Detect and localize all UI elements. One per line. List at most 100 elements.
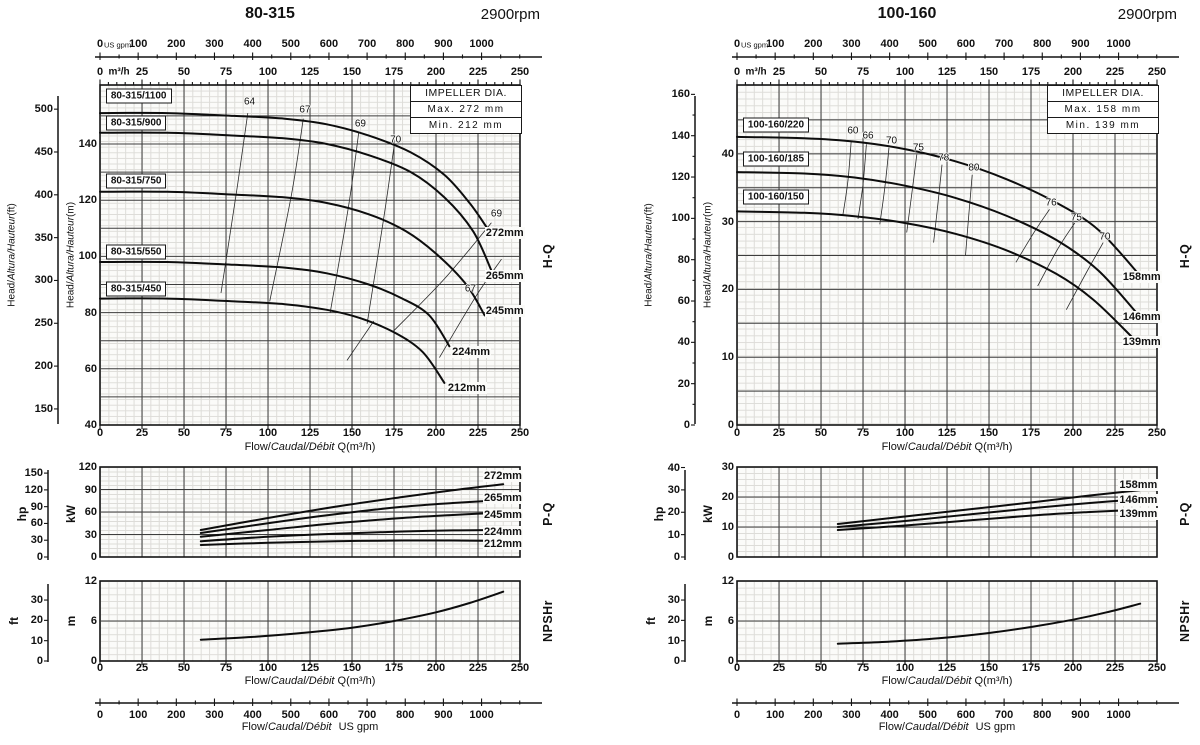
pump-model-label: 80-315/450: [105, 281, 167, 297]
impeller-diameter-label: 158mm: [1118, 479, 1159, 491]
flow-gpm-axis-title: Flow/Caudal/Débit US gpm: [878, 721, 1016, 733]
hp-tick-label: 120: [24, 483, 43, 496]
flow-m3h-tick-label: 250: [510, 662, 530, 674]
flow-m3h-tick-label: 75: [219, 66, 233, 78]
flow-gpm-tick-label: 100: [765, 709, 785, 721]
head-ft-tick-label: 20: [677, 377, 690, 390]
m3h-unit-label: m³/h: [745, 66, 767, 78]
head-m-tick-label: 10: [721, 351, 734, 364]
npsh-ft-tick-label: 20: [667, 614, 680, 627]
flow-m3h-tick-label: 150: [979, 66, 999, 78]
flow-gpm-tick-label: 700: [357, 709, 377, 721]
flow-m3h-tick-label: 250: [1147, 427, 1167, 439]
flow-m3h-axis-title: Flow/Caudal/Débit Q(m³/h): [881, 441, 1013, 453]
impeller-diameter-label: 265mm: [484, 270, 525, 283]
flow-m3h-tick-label: 150: [342, 427, 362, 439]
flow-gpm-tick-label: 400: [880, 38, 899, 50]
head-ft-tick-label: 80: [677, 253, 690, 266]
flow-m3h-tick-label: 75: [856, 66, 870, 78]
efficiency-label: 75: [912, 142, 924, 154]
flow-m3h-tick-label: 50: [814, 427, 828, 439]
flow-m3h-tick-label: 150: [979, 662, 999, 674]
flow-m3h-axis-title: Flow/Caudal/Débit Q(m³/h): [244, 675, 376, 687]
head-m-tick-label: 40: [721, 147, 734, 160]
flow-m3h-tick-label: 100: [258, 427, 278, 439]
flow-gpm-tick-label: 400: [243, 709, 262, 721]
ft-axis-title: ft: [7, 617, 21, 625]
flow-m3h-tick-label: 75: [856, 427, 870, 439]
pump-model-label: 80-315/1100: [105, 88, 172, 104]
pq-plot-area: [737, 467, 1157, 557]
efficiency-label: 70: [885, 135, 898, 147]
npsh-ft-tick-label: 30: [667, 594, 680, 607]
flow-m3h-tick-label: 200: [426, 427, 446, 439]
impeller-dia-title: IMPELLER DIA.: [411, 86, 521, 102]
pump-model-label: 80-315/750: [105, 173, 167, 189]
flow-gpm-tick-label: 1000: [1106, 709, 1131, 721]
hp-axis-title: hp: [15, 506, 29, 522]
flow-gpm-tick-label: 800: [396, 38, 415, 50]
flow-m3h-tick-label: 150: [342, 662, 362, 674]
npsh-m-tick-label: 12: [721, 575, 734, 587]
flow-m3h-tick-label: 50: [177, 427, 191, 439]
rpm-label: 2900rpm: [480, 6, 540, 23]
head-ft-tick-label: 140: [671, 129, 690, 142]
flow-m3h-tick-label: 150: [979, 427, 999, 439]
npshr-side-label: NPSHr: [541, 599, 555, 643]
flow-gpm-tick-label: 900: [434, 38, 453, 50]
flow-m3h-tick-label: 25: [772, 662, 786, 674]
efficiency-label: 76: [1045, 197, 1057, 209]
flow-gpm-tick-label: 200: [167, 38, 186, 50]
impeller-dia-title: IMPELLER DIA.: [1048, 86, 1158, 102]
flow-gpm-tick-label: 600: [319, 38, 339, 50]
flow-m3h-tick-label: 0: [96, 662, 104, 674]
flow-m3h-tick-label: 0: [733, 427, 741, 439]
flow-m3h-tick-label: 200: [426, 66, 446, 78]
flow-m3h-tick-label: 25: [135, 66, 149, 78]
flow-m3h-tick-label: 50: [814, 662, 828, 674]
impeller-dia-max: Max. 272 mm: [427, 104, 505, 115]
flow-gpm-tick-label: 400: [243, 38, 262, 50]
flow-gpm-tick-label: 800: [396, 709, 415, 721]
efficiency-label: 69: [354, 118, 366, 130]
flow-m3h-tick-label: 200: [1063, 427, 1083, 439]
impeller-diameter-label: 146mm: [1118, 494, 1159, 506]
pq-side-label: P-Q: [1178, 502, 1192, 526]
npsh-ft-tick-label: 0: [36, 655, 43, 667]
flow-gpm-tick-label: 300: [842, 38, 861, 50]
kw-tick-label: 30: [721, 461, 734, 473]
flow-m3h-tick-label: 225: [468, 427, 488, 439]
npsh-m-tick-label: 6: [90, 615, 97, 627]
page-title: 100-160: [877, 5, 937, 22]
flow-gpm-tick-label: 700: [994, 38, 1014, 50]
flow-gpm-tick-label: 800: [1033, 38, 1052, 50]
npsh-ft-tick-label: 10: [667, 634, 680, 647]
flow-gpm-tick-label: 100: [128, 709, 148, 721]
flow-m3h-tick-label: 250: [1147, 662, 1167, 674]
flow-gpm-tick-label: 200: [804, 709, 823, 721]
flow-m3h-tick-label: 175: [384, 66, 404, 78]
head-ft-tick-label: 60: [677, 295, 690, 307]
flow-gpm-tick-label: 300: [842, 709, 861, 721]
hp-tick-label: 90: [30, 500, 43, 513]
flow-gpm-tick-label: 1000: [469, 38, 494, 50]
npsh-m-tick-label: 0: [90, 655, 97, 667]
pump-model-label: 80-315/550: [105, 244, 167, 260]
impeller-diameter-label: 139mm: [1118, 508, 1159, 521]
flow-gpm-tick-label: 700: [357, 38, 377, 50]
hp-tick-label: 10: [667, 528, 680, 541]
flow-m3h-tick-label: 25: [772, 427, 786, 439]
hp-tick-label: 30: [667, 483, 680, 496]
flow-m3h-tick-label: 0: [96, 427, 104, 439]
flow-gpm-tick-label: 300: [205, 38, 224, 50]
pump-model-label: 100-160/150: [742, 189, 810, 205]
kw-tick-label: 10: [721, 521, 734, 533]
head-m-tick-label: 80: [84, 306, 97, 319]
head-ft-tick-label: 150: [34, 402, 53, 415]
gpm-unit-label: US gpm: [104, 40, 132, 50]
npsh-ft-tick-label: 30: [30, 594, 43, 607]
hq-side-label: H-Q: [1178, 243, 1192, 269]
pump-model-label: 100-160/220: [742, 117, 810, 133]
flow-gpm-tick-label: 500: [281, 709, 300, 721]
